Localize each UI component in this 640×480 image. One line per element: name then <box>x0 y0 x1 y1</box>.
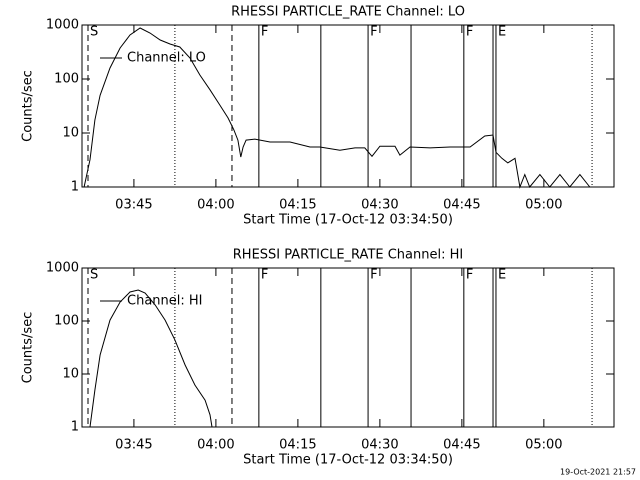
x-tick-label: 04:30 <box>361 438 398 453</box>
x-tick-label: 04:45 <box>443 438 480 453</box>
marker-label: F <box>370 268 377 283</box>
x-axis-label: Start Time (17-Oct-12 03:34:50) <box>243 453 453 468</box>
x-tick-label: 04:00 <box>197 198 234 213</box>
y-axis-label: Counts/sec <box>21 312 36 384</box>
chart-title: RHESSI PARTICLE_RATE Channel: LO <box>231 5 465 20</box>
x-axis-label: Start Time (17-Oct-12 03:34:50) <box>243 213 453 228</box>
x-tick-label: 03:45 <box>115 438 152 453</box>
footer-date: 19-Oct-2021 21:57 <box>560 468 636 477</box>
y-tick-label: 100 <box>54 314 79 329</box>
y-axis-label: Counts/sec <box>21 70 36 142</box>
chart-title: RHESSI PARTICLE_RATE Channel: HI <box>233 248 463 263</box>
marker-label: E <box>498 268 506 283</box>
marker-label: S <box>90 25 98 40</box>
marker-label: F <box>261 25 268 40</box>
legend-label: Channel: HI <box>127 294 203 309</box>
x-tick-label: 04:15 <box>279 198 316 213</box>
x-tick-label: 03:45 <box>115 198 152 213</box>
data-line <box>83 27 591 189</box>
marker-label: F <box>466 268 473 283</box>
y-tick-label: 100 <box>54 72 79 87</box>
marker-label: F <box>370 25 377 40</box>
x-tick-label: 05:00 <box>525 198 562 213</box>
marker-label: E <box>498 25 506 40</box>
x-tick-label: 05:00 <box>525 438 562 453</box>
marker-label: S <box>90 268 98 283</box>
y-tick-label: 10 <box>62 367 79 382</box>
y-tick-label: 1000 <box>46 261 79 276</box>
x-tick-label: 04:45 <box>443 198 480 213</box>
x-tick-label: 04:00 <box>197 438 234 453</box>
plot-frame <box>81 267 615 428</box>
y-tick-label: 1 <box>71 180 79 195</box>
y-tick-label: 1 <box>71 420 79 435</box>
marker-label: F <box>466 25 473 40</box>
marker-label: F <box>261 268 268 283</box>
y-tick-label: 1000 <box>46 18 79 33</box>
legend-label: Channel: LO <box>127 51 206 66</box>
data-line <box>89 289 213 428</box>
x-tick-label: 04:15 <box>279 438 316 453</box>
y-tick-label: 10 <box>62 126 79 141</box>
x-tick-label: 04:30 <box>361 198 398 213</box>
plot-frame <box>81 24 615 188</box>
